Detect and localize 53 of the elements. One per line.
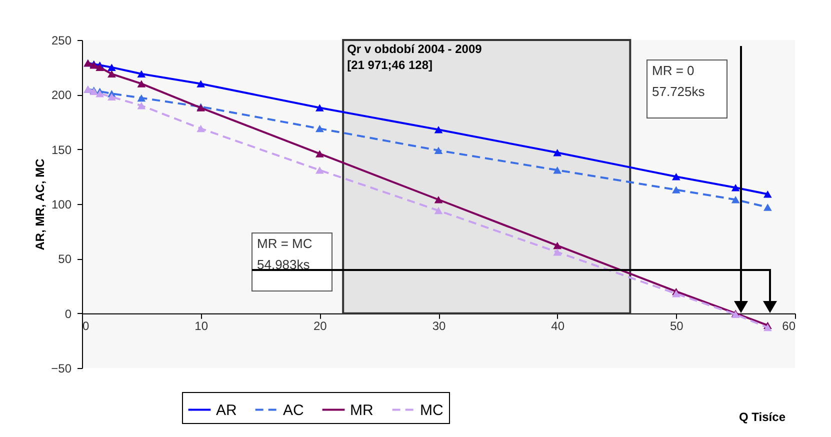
- point: [137, 80, 146, 88]
- x-tick-label: 0: [82, 318, 90, 333]
- point: [763, 190, 772, 198]
- legend-label: MC: [420, 402, 444, 419]
- y-axis-title: AR, MR, AC, MC: [33, 158, 48, 250]
- point: [731, 184, 740, 192]
- point: [196, 124, 206, 132]
- point: [315, 150, 324, 158]
- point: [108, 70, 116, 78]
- y-tick-label: 0: [64, 306, 72, 321]
- point: [96, 90, 104, 98]
- point: [553, 166, 562, 174]
- annotation: MR = 0 57.725ks: [652, 63, 706, 99]
- x-tick-label: 10: [194, 318, 208, 333]
- x-tick-label: 30: [432, 318, 446, 333]
- y-tick-label: 100: [51, 198, 72, 212]
- point: [672, 173, 680, 180]
- point: [672, 290, 680, 298]
- point: [731, 196, 740, 204]
- point: [434, 146, 443, 154]
- y-tick-label: 200: [51, 88, 72, 102]
- point: [137, 94, 146, 102]
- legend-label: AR: [216, 402, 238, 419]
- annotation: MR = MC 54.983ks: [257, 236, 312, 272]
- point: [315, 124, 324, 132]
- point: [315, 166, 324, 174]
- point: [553, 148, 562, 156]
- x-tick-label: 50: [670, 318, 684, 333]
- point: [763, 204, 772, 211]
- x-tick-label: 20: [313, 318, 328, 333]
- legend-label: AC: [283, 402, 304, 419]
- y-tick-label: −50: [51, 362, 72, 376]
- point: [434, 196, 443, 204]
- point: [553, 248, 562, 256]
- y-tick-label: 250: [51, 34, 72, 48]
- x-tick-label: 60: [782, 318, 796, 333]
- point: [137, 70, 146, 78]
- point: [108, 93, 116, 100]
- point: [763, 324, 772, 332]
- band-label: Qr v období 2004 - 2009 [21 971;46 128]: [347, 42, 482, 72]
- point: [315, 104, 324, 112]
- x-axis-title: Q Tisíce: [739, 410, 786, 424]
- point: [553, 242, 562, 250]
- point: [434, 206, 443, 214]
- x-tick-label: 40: [551, 318, 565, 333]
- point: [108, 64, 116, 71]
- point: [196, 80, 206, 88]
- point: [434, 126, 443, 134]
- y-tick-label: 150: [51, 142, 72, 157]
- point: [672, 186, 680, 194]
- legend-label: MR: [350, 402, 374, 419]
- y-tick-label: 50: [58, 252, 72, 266]
- point: [137, 102, 146, 110]
